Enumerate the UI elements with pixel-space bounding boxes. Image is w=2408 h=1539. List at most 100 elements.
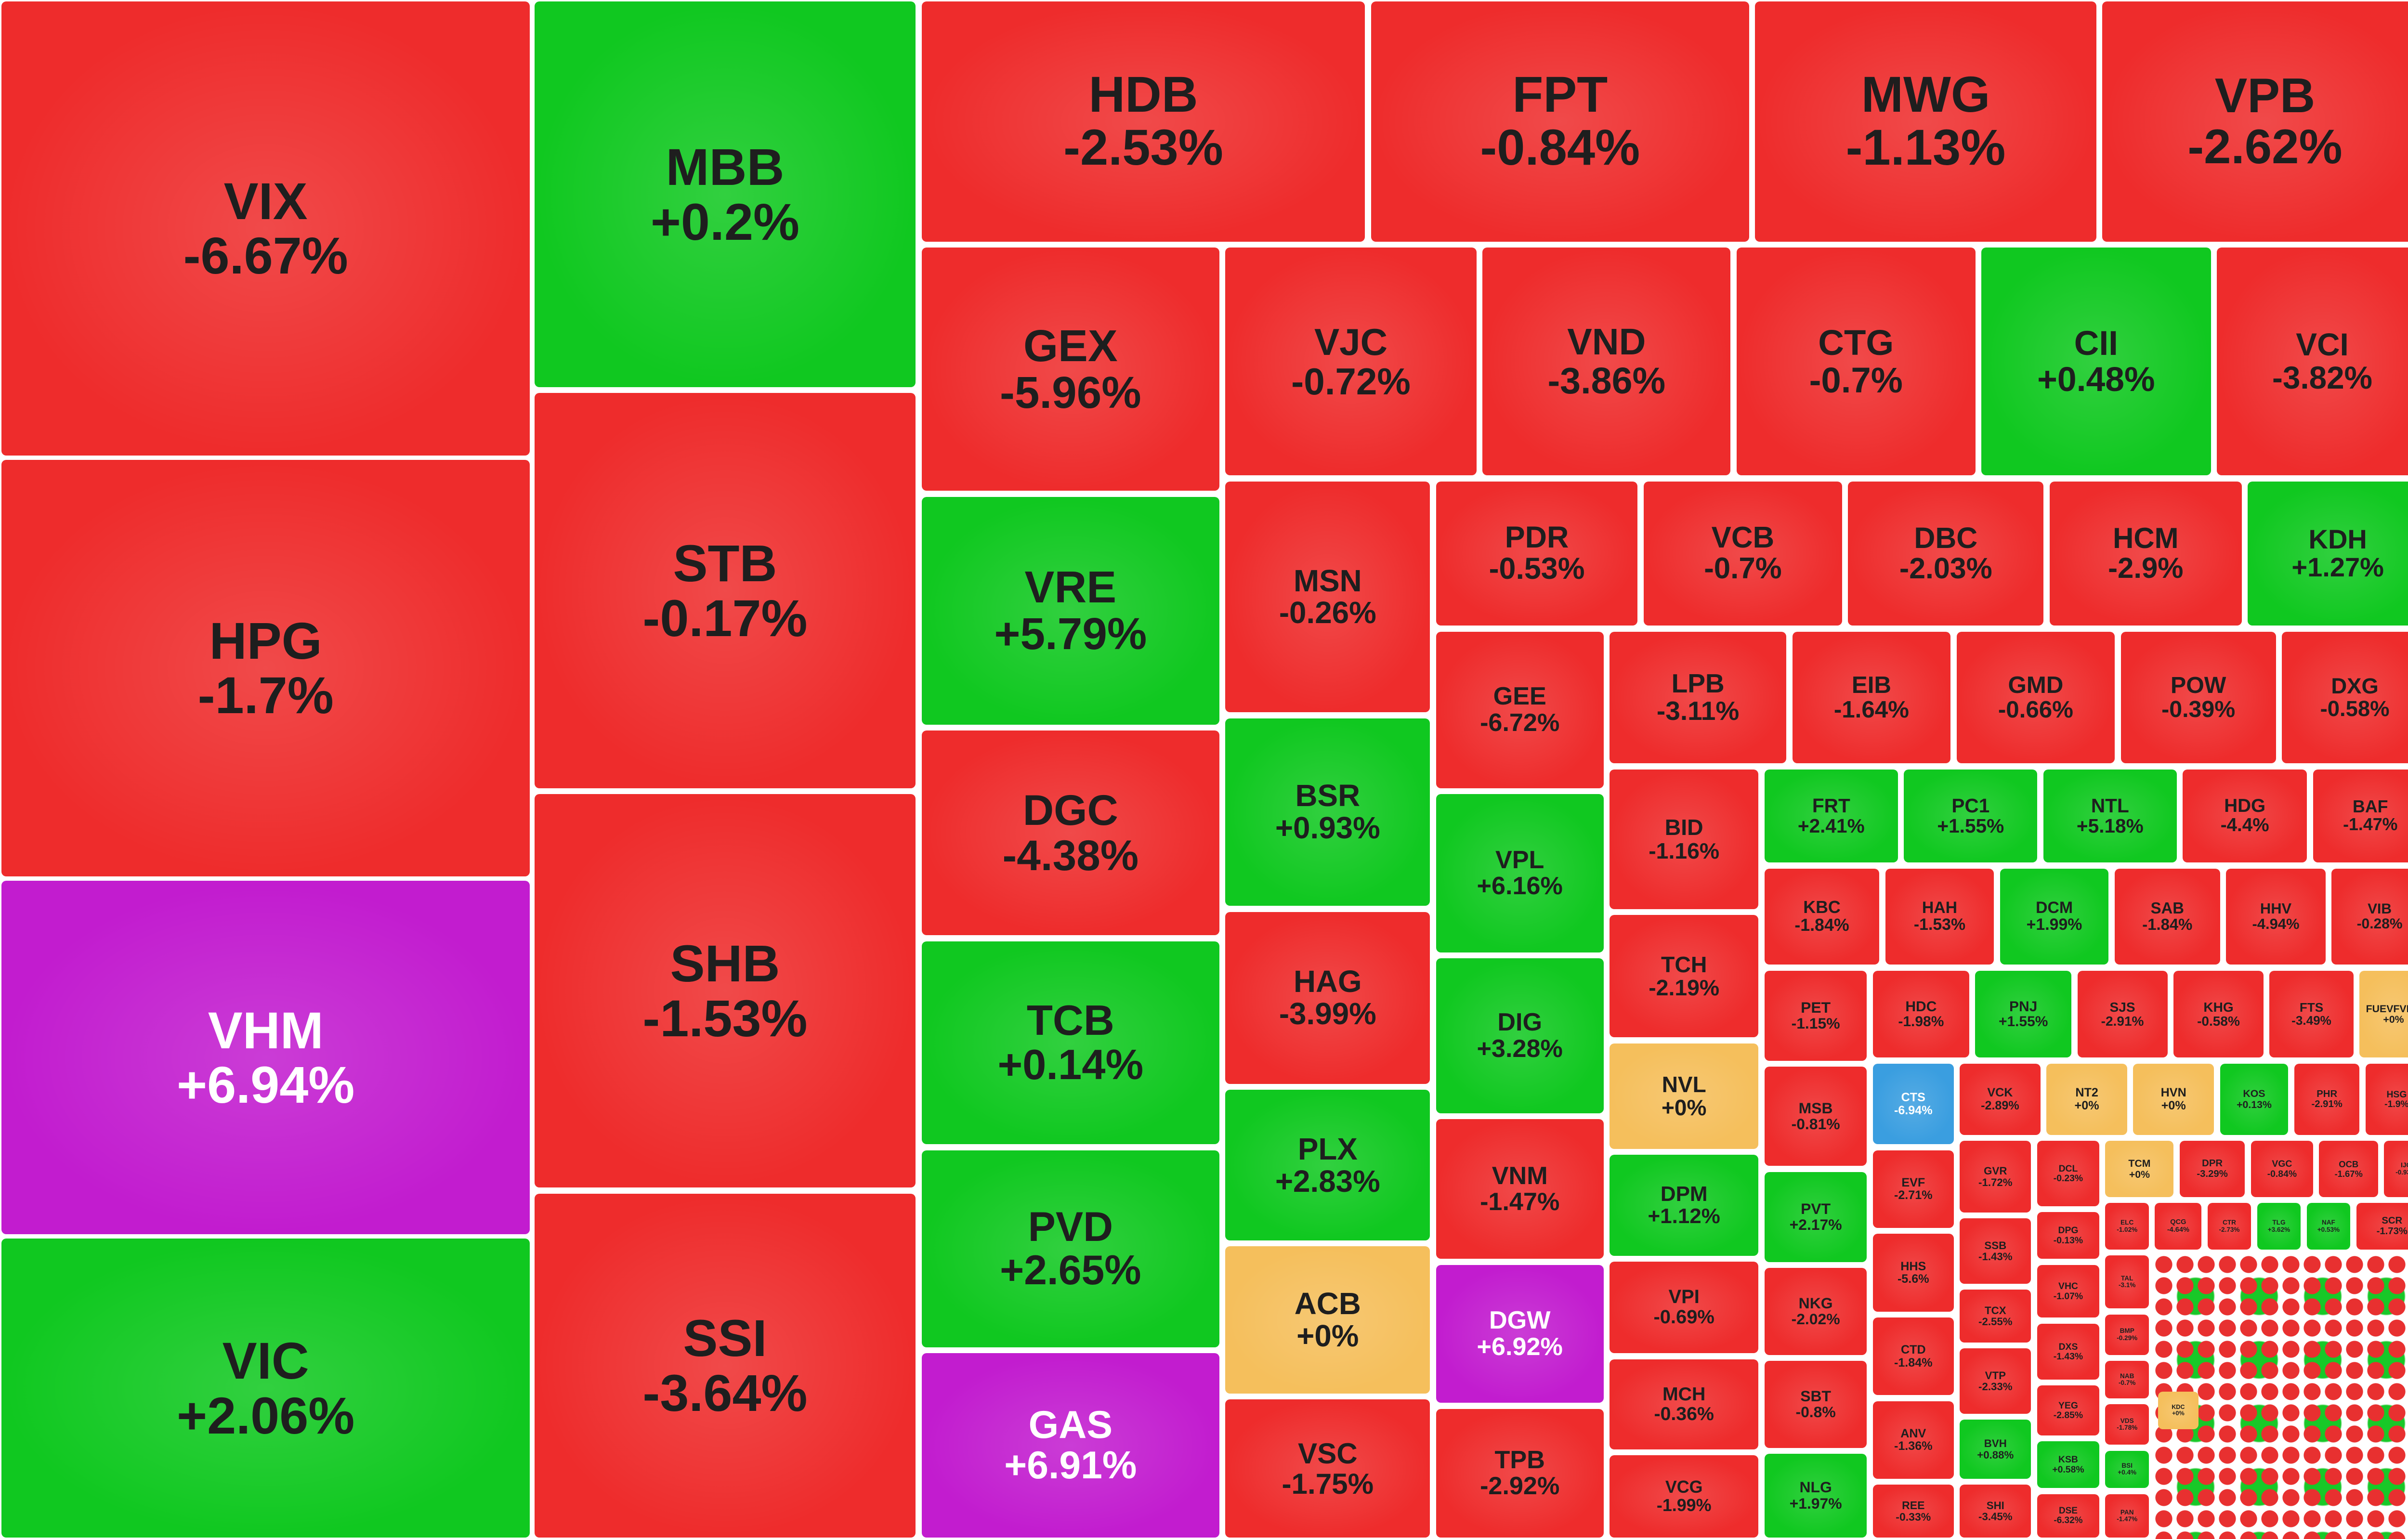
ticker: NAF — [2321, 1219, 2335, 1226]
change-label: -0.69% — [1653, 1306, 1714, 1328]
change-label: -1.13% — [1845, 119, 2006, 176]
change-label: -1.36% — [1894, 1439, 1933, 1453]
ticker: FUEVFVND — [2366, 1003, 2408, 1015]
change-label: -3.64% — [642, 1363, 808, 1422]
change-label: -3.49% — [2291, 1013, 2331, 1028]
ticker: DGW — [1489, 1306, 1551, 1335]
ticker: PAN — [2120, 1508, 2134, 1516]
change-label: +2.65% — [1000, 1247, 1141, 1294]
ticker: PNJ — [2009, 998, 2038, 1015]
change-label: -0.53% — [1489, 552, 1585, 586]
change-label: +0% — [2074, 1098, 2099, 1112]
tile: GMD -0.66% — [1956, 631, 2115, 764]
change-label: -2.02% — [1791, 1310, 1840, 1328]
change-label: -0.72% — [1291, 360, 1411, 403]
change-label: -0.7% — [1809, 360, 1903, 400]
tile: VCK -2.89% — [1960, 1063, 2041, 1135]
change-label: +0.58% — [2052, 1464, 2084, 1475]
tile: MWG -1.13% — [1755, 1, 2096, 242]
change-label: +6.94% — [177, 1056, 355, 1114]
ticker: EVF — [1901, 1175, 1925, 1189]
change-label: +6.92% — [1477, 1332, 1563, 1361]
ticker: VGC — [2272, 1159, 2292, 1170]
change-label: -0.39% — [2161, 696, 2236, 723]
tile: KDC +0% — [2158, 1392, 2199, 1429]
ticker: YEG — [2058, 1400, 2078, 1411]
ticker: VCG — [1665, 1477, 1703, 1497]
tile: MSN -0.26% — [1225, 481, 1430, 713]
ticker: TCM — [2128, 1158, 2151, 1170]
ticker: NLG — [1799, 1478, 1832, 1496]
ticker: VPI — [1668, 1286, 1700, 1308]
tile: VTP -2.33% — [1960, 1348, 2031, 1414]
change-label: -1.15% — [1791, 1015, 1840, 1032]
change-label: +0.2% — [650, 192, 800, 251]
change-label: -1.9% — [2384, 1098, 2408, 1109]
change-label: -1.47% — [2117, 1515, 2138, 1523]
change-label: -1.16% — [1649, 838, 1720, 863]
ticker: PVD — [1028, 1203, 1113, 1250]
change-label: -1.75% — [1282, 1467, 1374, 1500]
ticker: GEE — [1493, 682, 1546, 711]
ticker: DSE — [2058, 1505, 2078, 1516]
ticker: CTR — [2223, 1219, 2236, 1226]
ticker: HAG — [1293, 964, 1362, 999]
change-label: -1.78% — [2117, 1424, 2138, 1432]
change-label: -0.8% — [1795, 1403, 1836, 1421]
tile: LPB -3.11% — [1610, 631, 1787, 764]
tile: MCH -0.36% — [1610, 1359, 1759, 1449]
tile: REE -0.33% — [1872, 1485, 1954, 1538]
ticker: TCH — [1661, 952, 1707, 977]
change-label: +0% — [2383, 1014, 2404, 1025]
tile: VCI -3.82% — [2217, 248, 2408, 476]
change-label: -1.07% — [2053, 1291, 2083, 1302]
tile: HHV -4.94% — [2226, 868, 2326, 965]
tile: ANV -1.36% — [1872, 1401, 1954, 1479]
tile: STB -0.17% — [534, 393, 916, 788]
tile: BID -1.16% — [1610, 769, 1759, 909]
ticker: DBC — [1914, 521, 1978, 554]
ticker: VPL — [1495, 846, 1544, 874]
tile: DSE -6.32% — [2037, 1494, 2100, 1538]
ticker: VIB — [2368, 900, 2392, 917]
tile: FRT +2.41% — [1764, 769, 1898, 863]
tile: SBT -0.8% — [1764, 1361, 1867, 1448]
change-label: -3.45% — [1978, 1511, 2013, 1523]
change-label: -2.19% — [1649, 975, 1720, 1001]
tile: HCM -2.9% — [2049, 481, 2242, 626]
ticker: PLX — [1297, 1131, 1358, 1166]
change-label: -0.26% — [1279, 595, 1376, 630]
tile: PAN -1.47% — [2105, 1494, 2149, 1538]
ticker: HSG — [2386, 1089, 2407, 1100]
change-label: +0% — [1662, 1095, 1707, 1121]
ticker: HDC — [1905, 998, 1937, 1015]
change-label: -0.93% — [2395, 1168, 2408, 1176]
change-label: -0.29% — [2117, 1334, 2138, 1342]
tile: SHI -3.45% — [1960, 1485, 2031, 1538]
change-label: +6.91% — [1004, 1444, 1137, 1487]
tile: PVT +2.17% — [1764, 1172, 1867, 1262]
ticker: NAB — [2120, 1372, 2134, 1380]
ticker: HAH — [1922, 898, 1958, 917]
tile: DPM +1.12% — [1610, 1155, 1759, 1256]
tile: FUEVFVND+0% — [2359, 970, 2408, 1058]
ticker: KBC — [1803, 897, 1841, 917]
ticker: GEX — [1023, 320, 1118, 371]
tile: DCM +1.99% — [2000, 868, 2109, 965]
tile: HAH -1.53% — [1885, 868, 1994, 965]
change-label: -2.9% — [2108, 552, 2184, 585]
ticker: BAF — [2352, 796, 2388, 816]
tile: HDB -2.53% — [921, 1, 1365, 242]
ticker: PVT — [1801, 1200, 1831, 1217]
tile: PNJ +1.55% — [1975, 970, 2072, 1058]
ticker: SSI — [683, 1309, 767, 1368]
tile: HHS -5.6% — [1872, 1234, 1954, 1312]
change-label: -3.29% — [2197, 1168, 2228, 1179]
tile: VDS -1.78% — [2105, 1404, 2149, 1445]
change-label: -2.71% — [1894, 1188, 1933, 1202]
tile: VPL +6.16% — [1436, 794, 1604, 952]
tile: QCG -4.64% — [2155, 1203, 2202, 1250]
ticker: DPR — [2202, 1158, 2223, 1169]
change-label: +1.12% — [1648, 1204, 1720, 1228]
ticker: NTL — [2091, 794, 2129, 817]
